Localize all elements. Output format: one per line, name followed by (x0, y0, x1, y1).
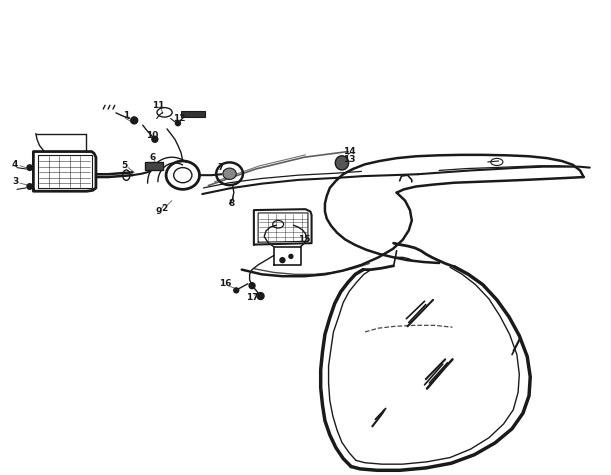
Bar (181, 112, 205, 117)
Ellipse shape (335, 156, 349, 170)
Text: 4: 4 (12, 160, 18, 169)
Circle shape (27, 165, 32, 171)
Circle shape (27, 184, 32, 189)
Circle shape (289, 255, 293, 258)
Circle shape (152, 136, 158, 142)
Text: 11: 11 (152, 101, 165, 110)
Bar (145, 162, 163, 171)
Circle shape (257, 293, 264, 300)
Text: 8: 8 (229, 199, 235, 208)
Circle shape (175, 121, 180, 126)
Circle shape (234, 288, 239, 293)
Circle shape (280, 257, 285, 263)
Text: 9: 9 (155, 207, 162, 216)
Text: 17: 17 (246, 294, 258, 303)
Text: 13: 13 (343, 155, 356, 164)
Text: 10: 10 (146, 132, 159, 141)
Text: 12: 12 (173, 114, 185, 123)
Circle shape (249, 283, 255, 289)
Text: 2: 2 (161, 204, 167, 213)
Circle shape (131, 117, 137, 124)
Text: 1: 1 (123, 111, 129, 120)
Text: 3: 3 (12, 177, 18, 186)
Ellipse shape (223, 168, 236, 180)
Text: 15: 15 (298, 235, 310, 244)
Text: 5: 5 (122, 161, 128, 170)
Text: 7: 7 (218, 163, 224, 172)
Text: 6: 6 (149, 153, 156, 162)
Text: 14: 14 (343, 147, 356, 156)
Text: 16: 16 (219, 279, 232, 288)
